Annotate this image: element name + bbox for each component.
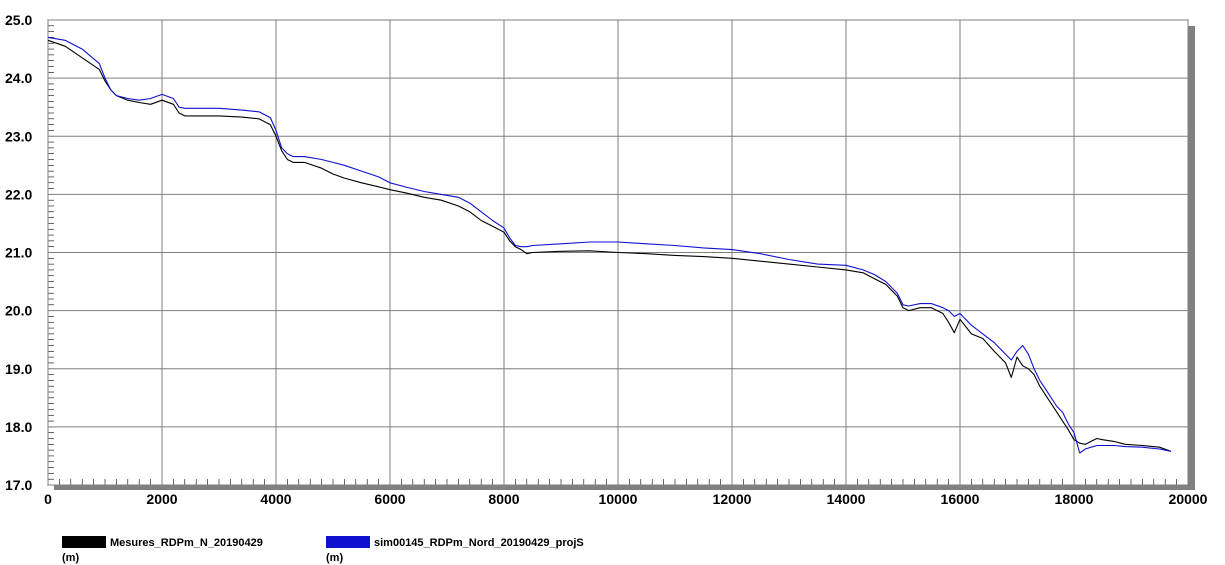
series-line-1 <box>47 39 1172 452</box>
x-tick-label: 4000 <box>260 491 291 507</box>
y-tick-label: 19.0 <box>5 361 32 377</box>
y-tick-label: 22.0 <box>5 186 32 202</box>
x-tick-label: 8000 <box>488 491 519 507</box>
series-line-2 <box>47 36 1172 454</box>
y-tick-label: 18.0 <box>5 419 32 435</box>
x-tick-label: 12000 <box>713 491 752 507</box>
x-tick-label: 20000 <box>1169 491 1208 507</box>
legend-label-2: sim00145_RDPm_Nord_20190429_projS <box>374 537 584 549</box>
x-tick-label: 0 <box>44 491 52 507</box>
legend: Mesures_RDPm_N_20190429 (m) sim00145_RDPm_… <box>62 536 584 564</box>
x-tick-label: 10000 <box>599 491 638 507</box>
legend-swatch-2 <box>326 536 370 548</box>
y-tick-label: 20.0 <box>5 303 32 319</box>
x-tick-label: 6000 <box>374 491 405 507</box>
series-layer <box>47 36 1172 454</box>
y-tick-label: 25.0 <box>5 12 32 28</box>
x-tick-label: 14000 <box>827 491 866 507</box>
legend-unit-1: (m) <box>62 552 79 564</box>
x-axis-tick-labels: 0 2000 4000 6000 8000 10000 12000 14000 16000 180… <box>44 491 1208 507</box>
y-tick-label: 21.0 <box>5 245 32 261</box>
y-axis-tick-labels: 17.0 18.0 19.0 20.0 21.0 22.0 23.0 24.0 25.0 <box>5 12 32 493</box>
legend-unit-2: (m) <box>326 552 343 564</box>
y-tick-label: 24.0 <box>5 70 32 86</box>
y-tick-label: 17.0 <box>5 477 32 493</box>
x-tick-label: 16000 <box>941 491 980 507</box>
x-tick-label: 2000 <box>146 491 177 507</box>
x-tick-label: 18000 <box>1055 491 1094 507</box>
legend-label-1: Mesures_RDPm_N_20190429 <box>110 537 263 549</box>
legend-swatch-1 <box>62 536 106 548</box>
y-tick-label: 23.0 <box>5 128 32 144</box>
